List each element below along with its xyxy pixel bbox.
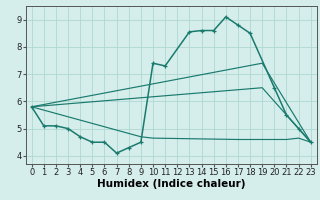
- X-axis label: Humidex (Indice chaleur): Humidex (Indice chaleur): [97, 179, 245, 189]
